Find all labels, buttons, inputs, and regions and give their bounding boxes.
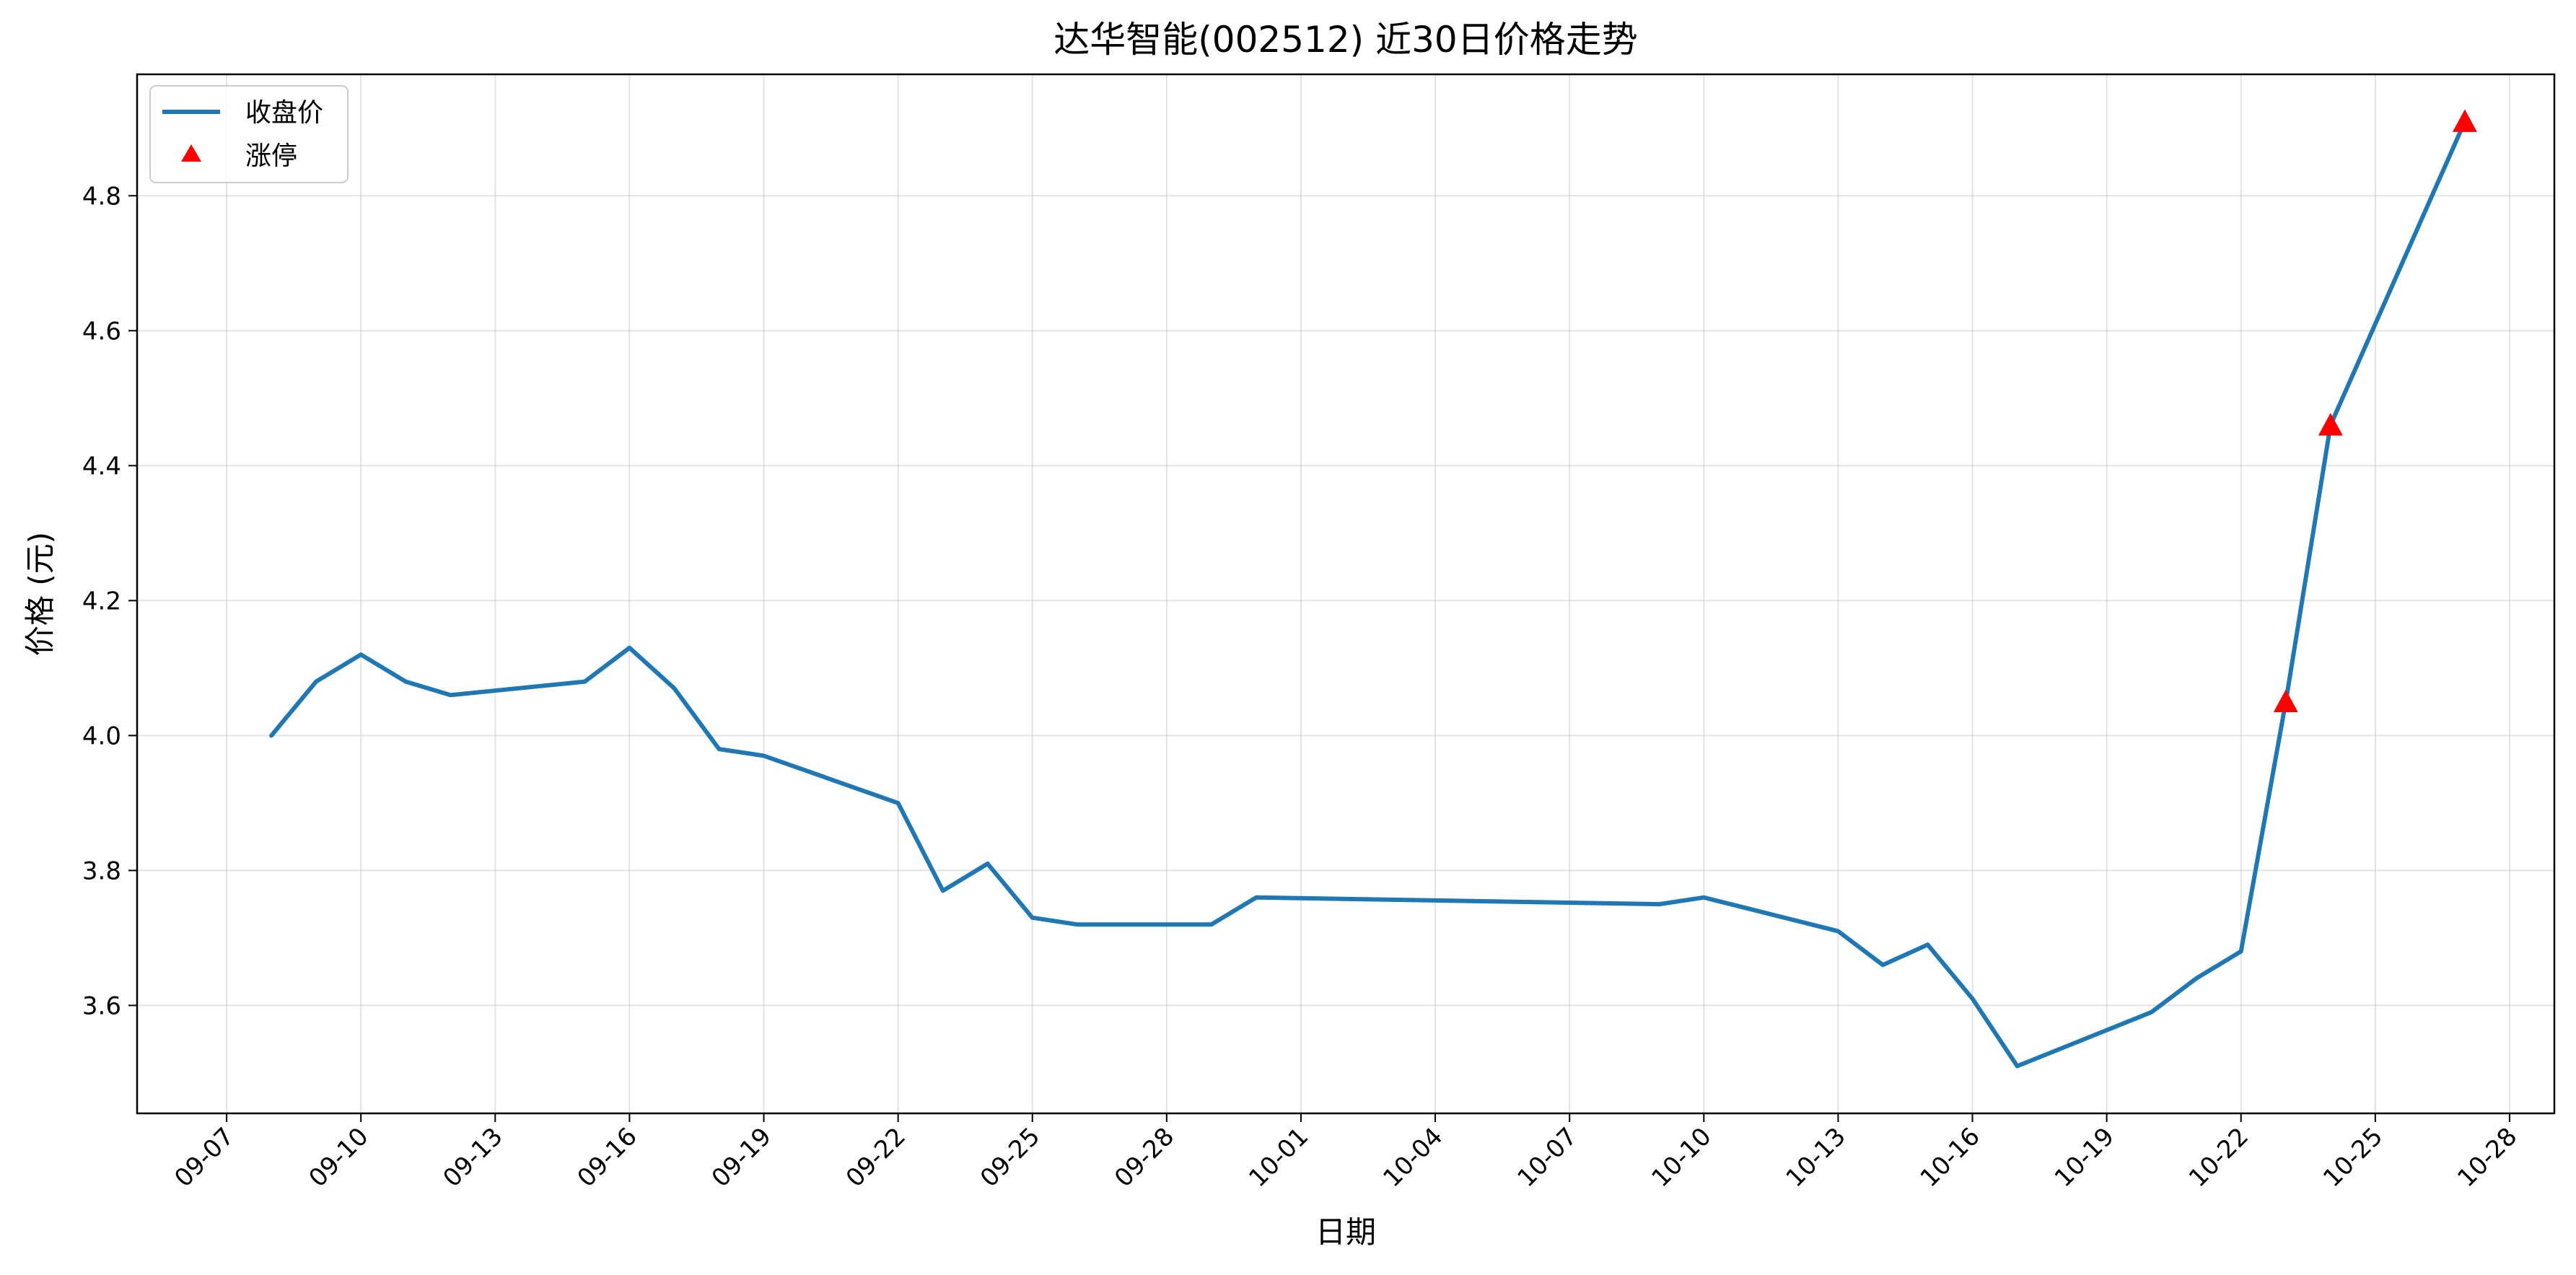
close-price-point [941, 888, 945, 893]
close-price-point [2015, 1064, 2020, 1069]
y-tick-label: 3.8 [82, 856, 121, 885]
close-price-point [359, 652, 363, 657]
close-price-point [717, 747, 721, 751]
close-price-point [1209, 922, 1214, 926]
close-price-point [403, 680, 408, 684]
close-price-point [1657, 902, 1661, 906]
close-price-point [896, 801, 901, 805]
plot-frame [136, 73, 2556, 1115]
close-price-point [1030, 916, 1035, 920]
close-price-point [2239, 950, 2243, 954]
grid [137, 74, 2554, 1113]
close-price-point [672, 686, 676, 691]
close-price-point [2150, 1010, 2154, 1015]
close-price-point [986, 862, 990, 866]
close-price-point [269, 733, 273, 737]
limit-up-marker [2452, 109, 2477, 132]
close-price-point [1075, 922, 1079, 926]
y-axis-title: 价格 (元) [22, 532, 58, 656]
series-layer [269, 109, 2477, 1069]
y-tick-label: 4.4 [82, 452, 121, 481]
y-tick-label: 4.0 [82, 722, 121, 750]
limit-up-marker [2273, 689, 2298, 713]
legend-label-close: 收盘价 [245, 98, 323, 128]
y-tick-label: 3.6 [82, 991, 121, 1020]
y-tick-label: 4.8 [82, 182, 121, 211]
y-tick-label: 4.6 [82, 317, 121, 346]
close-price-point [1254, 895, 1258, 900]
close-price-point [582, 680, 587, 684]
close-price-point [2194, 976, 2199, 981]
limit-up-marker [2318, 413, 2343, 436]
chart-title: 达华智能(002512) 近30日价格走势 [1053, 19, 1637, 61]
close-price-point [762, 753, 766, 758]
close-price-point [1971, 996, 1975, 1001]
close-price-point [1925, 942, 1929, 947]
close-price-point [1701, 895, 1706, 900]
close-price-point [314, 680, 318, 684]
close-price-point [627, 646, 631, 650]
x-axis-title: 日期 [1315, 1214, 1376, 1250]
close-price-line [269, 119, 2467, 1069]
close-price-point [448, 693, 452, 697]
legend: 收盘价 涨停 [149, 85, 349, 183]
close-price-point [1880, 963, 1885, 967]
y-tick-label: 4.2 [82, 587, 121, 615]
legend-label-limit-up: 涨停 [245, 141, 297, 171]
legend-triangle-swatch [181, 144, 201, 162]
close-price-point [1836, 929, 1840, 934]
